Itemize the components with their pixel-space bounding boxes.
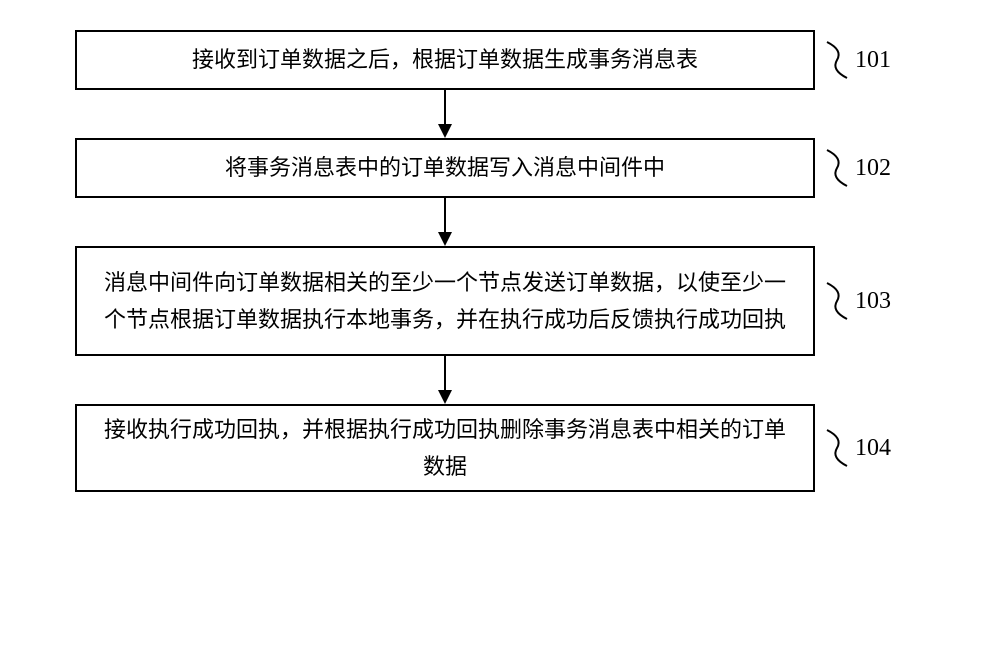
step-box-3: 消息中间件向订单数据相关的至少一个节点发送订单数据，以使至少一个节点根据订单数据… bbox=[75, 246, 815, 356]
step-number-4: 104 bbox=[855, 435, 891, 462]
step-label-4: 104 bbox=[825, 428, 891, 468]
step-row-4: 接收执行成功回执，并根据执行成功回执删除事务消息表中相关的订单数据 104 bbox=[75, 404, 925, 492]
label-curve-icon bbox=[825, 281, 851, 321]
step-box-4: 接收执行成功回执，并根据执行成功回执删除事务消息表中相关的订单数据 bbox=[75, 404, 815, 492]
arrow-down-icon bbox=[430, 90, 460, 138]
step-number-3: 103 bbox=[855, 288, 891, 315]
step-text-2: 将事务消息表中的订单数据写入消息中间件中 bbox=[225, 149, 665, 186]
arrow-down-icon bbox=[430, 356, 460, 404]
flowchart-container: 接收到订单数据之后，根据订单数据生成事务消息表 101 将事务消息表中的订单数据… bbox=[75, 30, 925, 492]
arrow-2 bbox=[75, 198, 815, 246]
step-row-1: 接收到订单数据之后，根据订单数据生成事务消息表 101 bbox=[75, 30, 925, 90]
step-row-3: 消息中间件向订单数据相关的至少一个节点发送订单数据，以使至少一个节点根据订单数据… bbox=[75, 246, 925, 356]
step-number-2: 102 bbox=[855, 155, 891, 182]
step-text-4: 接收执行成功回执，并根据执行成功回执删除事务消息表中相关的订单数据 bbox=[97, 411, 793, 486]
step-box-1: 接收到订单数据之后，根据订单数据生成事务消息表 bbox=[75, 30, 815, 90]
arrow-down-icon bbox=[430, 198, 460, 246]
label-curve-icon bbox=[825, 148, 851, 188]
step-text-1: 接收到订单数据之后，根据订单数据生成事务消息表 bbox=[192, 41, 698, 78]
step-text-3: 消息中间件向订单数据相关的至少一个节点发送订单数据，以使至少一个节点根据订单数据… bbox=[97, 264, 793, 339]
step-number-1: 101 bbox=[855, 47, 891, 74]
step-label-2: 102 bbox=[825, 148, 891, 188]
arrow-3 bbox=[75, 356, 815, 404]
label-curve-icon bbox=[825, 40, 851, 80]
arrow-1 bbox=[75, 90, 815, 138]
step-label-3: 103 bbox=[825, 281, 891, 321]
step-label-1: 101 bbox=[825, 40, 891, 80]
step-box-2: 将事务消息表中的订单数据写入消息中间件中 bbox=[75, 138, 815, 198]
label-curve-icon bbox=[825, 428, 851, 468]
step-row-2: 将事务消息表中的订单数据写入消息中间件中 102 bbox=[75, 138, 925, 198]
